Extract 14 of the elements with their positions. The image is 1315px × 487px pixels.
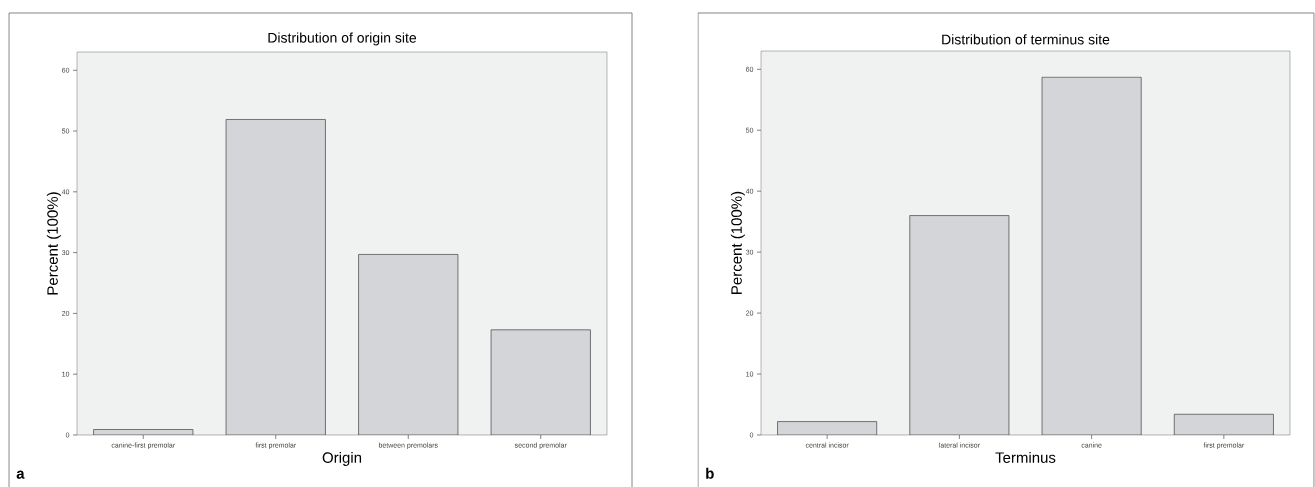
bar [225,119,326,435]
chart-title: Distribution of terminus site [942,34,1110,45]
y-axis-title: Percent (100%) [46,192,61,295]
x-axis-title: Terminus [995,451,1056,463]
bar [358,254,458,435]
chart-title: Distribution of origin site [268,32,417,46]
text: a [16,470,25,479]
x-axis-title: Origin [322,451,362,466]
bar [490,329,591,435]
text: b [706,467,714,479]
bar [909,215,1009,435]
bar [1173,413,1274,435]
bar [1041,76,1142,435]
y-axis-title: Percent (100%) [730,191,745,294]
